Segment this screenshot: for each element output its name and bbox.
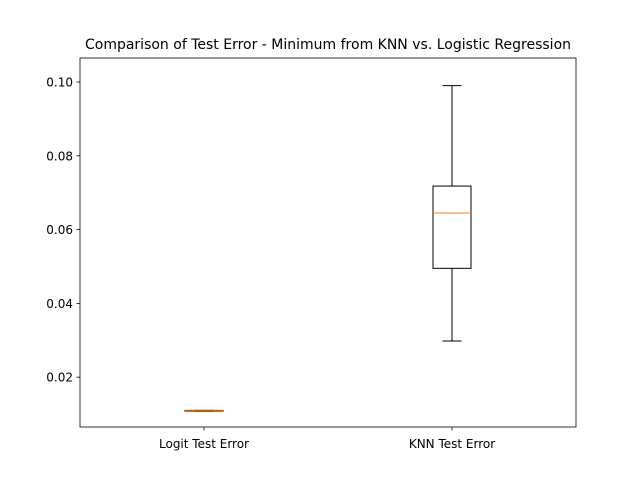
- chart-title: Comparison of Test Error - Minimum from …: [85, 37, 571, 53]
- y-tick-label: 0.02: [46, 371, 73, 385]
- x-tick-label: KNN Test Error: [409, 437, 495, 451]
- box-logit: [184, 409, 224, 412]
- axes-frame: [79, 57, 577, 428]
- box-knn: [432, 85, 472, 342]
- y-tick-label: 0.04: [46, 297, 73, 311]
- y-tick-label: 0.08: [46, 149, 73, 163]
- x-tick-label: Logit Test Error: [159, 437, 249, 451]
- y-tick-label: 0.10: [46, 75, 73, 89]
- y-tick-label: 0.06: [46, 223, 73, 237]
- plot-area: 0.02 0.04 0.06 0.08 0.10 Logit Test Error KNN …: [46, 75, 495, 451]
- iqr-box: [432, 185, 472, 269]
